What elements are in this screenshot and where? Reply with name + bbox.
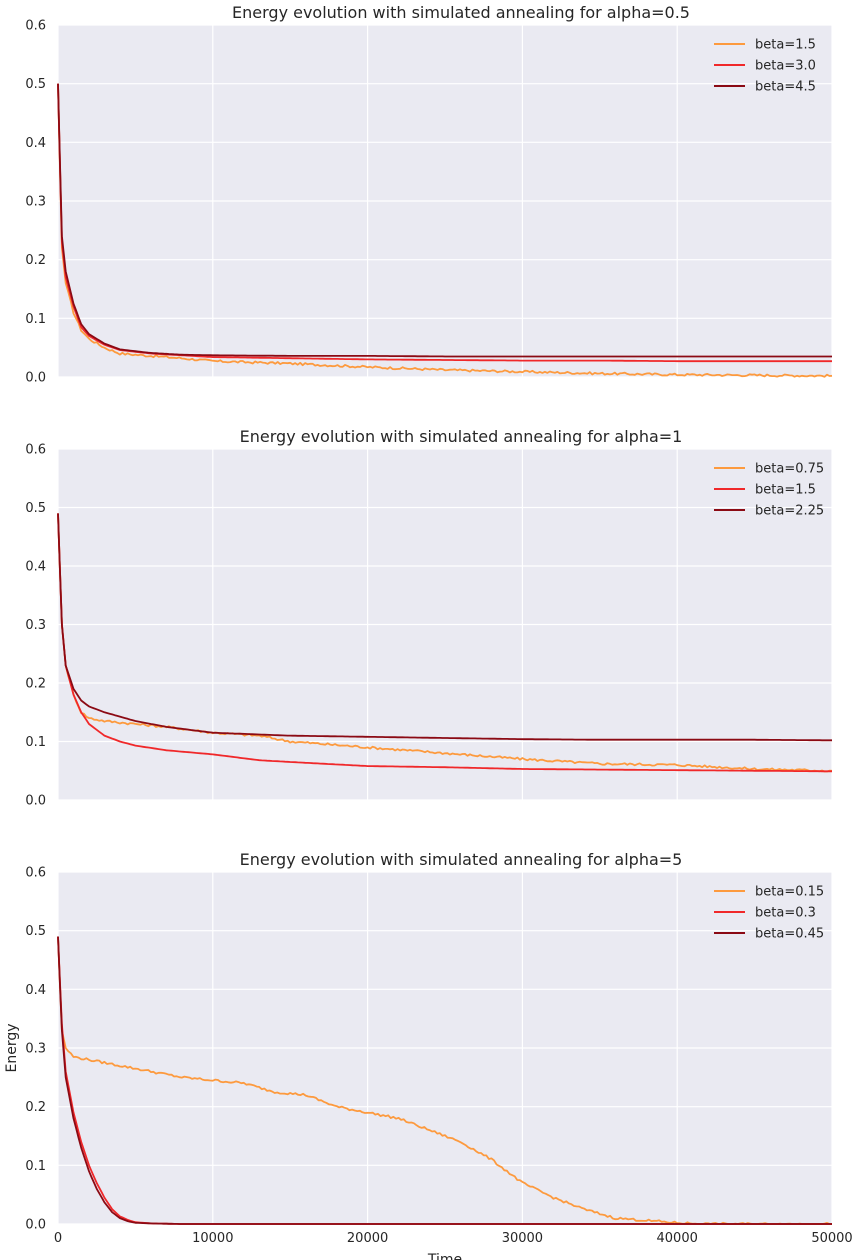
legend-label-2: beta=1.5 [755, 483, 816, 498]
legend-label-2: beta=3.0 [755, 59, 816, 74]
chart-title: Energy evolution with simulated annealin… [240, 427, 683, 446]
y-tick-label: 0.3 [25, 618, 46, 633]
x-tick-label: 40000 [657, 1231, 698, 1246]
y-tick-label: 0.4 [25, 136, 46, 151]
chart-panel-3: 0.0 0.1 0.2 0.3 0.4 0.5 0.6 0 10000 20000 30000 400… [4, 850, 853, 1260]
y-tick-label: 0.0 [25, 1218, 46, 1233]
legend-label-3: beta=0.45 [755, 927, 824, 942]
chart-title: Energy evolution with simulated annealin… [232, 3, 690, 22]
x-tick-label: 30000 [502, 1231, 543, 1246]
y-tick-label: 0.1 [25, 1159, 46, 1174]
legend-label-1: beta=0.15 [755, 885, 824, 900]
legend: beta=0.15 beta=0.3 beta=0.45 [714, 885, 824, 942]
series-line-3 [57, 83, 832, 358]
y-tick-label: 0.6 [25, 443, 46, 458]
y-tick-label: 0.2 [25, 677, 46, 692]
y-tick-label: 0.1 [25, 735, 46, 750]
series-line-2 [57, 513, 832, 773]
y-tick-label: 0.5 [25, 501, 46, 516]
y-tick-label: 0.3 [25, 1042, 46, 1057]
y-tick-label: 0.0 [25, 794, 46, 809]
y-tick-label: 0.2 [25, 253, 46, 268]
legend-label-3: beta=4.5 [755, 80, 816, 95]
series-line-3 [57, 513, 832, 742]
x-tick-label: 10000 [192, 1231, 233, 1246]
chart-panel-2: 0.0 0.1 0.2 0.3 0.4 0.5 0.6 Energy evolution wi… [25, 427, 833, 809]
legend-label-3: beta=2.25 [755, 504, 824, 519]
chart-panel-1: 0.0 0.1 0.2 0.3 0.4 0.5 0.6 Energy evolution wi… [25, 3, 833, 386]
x-tick-label: 0 [54, 1231, 62, 1246]
x-axis-label: Time [427, 1252, 462, 1260]
y-tick-label: 0.5 [25, 924, 46, 939]
y-tick-label: 0.4 [25, 983, 46, 998]
y-tick-label: 0.2 [25, 1100, 46, 1115]
y-tick-label: 0.6 [25, 19, 46, 34]
legend-label-2: beta=0.3 [755, 906, 816, 921]
y-tick-label: 0.0 [25, 371, 46, 386]
y-tick-label: 0.1 [25, 312, 46, 327]
series-line-1 [57, 83, 833, 378]
x-tick-label: 20000 [347, 1231, 388, 1246]
y-tick-label: 0.6 [25, 866, 46, 881]
series-line-3 [57, 936, 832, 1225]
legend: beta=1.5 beta=3.0 beta=4.5 [714, 38, 816, 95]
legend-label-1: beta=0.75 [755, 462, 824, 477]
y-tick-label: 0.5 [25, 77, 46, 92]
chart-title: Energy evolution with simulated annealin… [240, 850, 683, 869]
y-tick-label: 0.3 [25, 195, 46, 210]
legend-label-1: beta=1.5 [755, 38, 816, 53]
y-tick-label: 0.4 [25, 560, 46, 575]
legend: beta=0.75 beta=1.5 beta=2.25 [714, 462, 824, 519]
x-tick-label: 50000 [811, 1231, 852, 1246]
y-axis-label: Energy [4, 1023, 20, 1072]
